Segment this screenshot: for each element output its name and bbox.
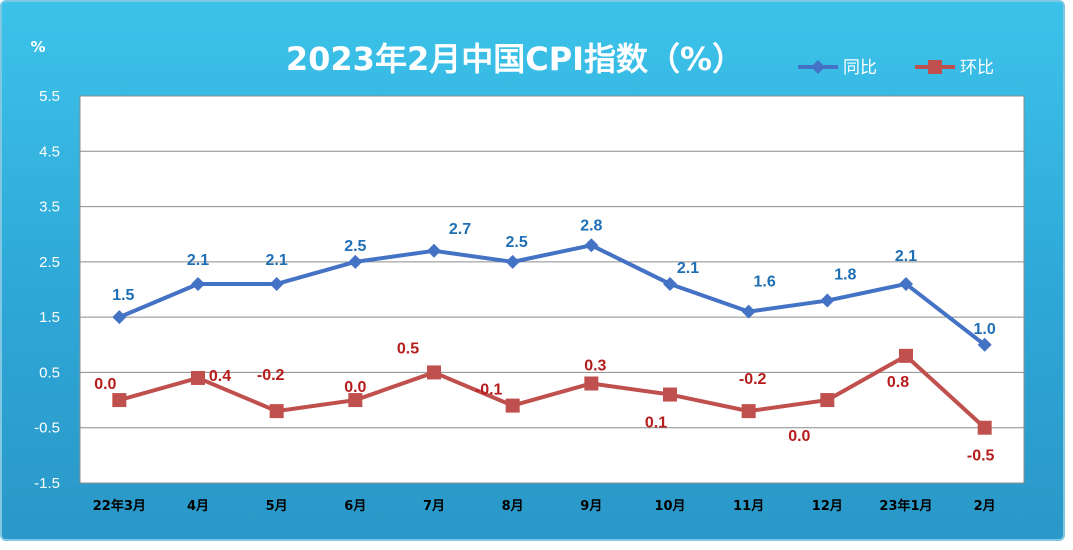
x-tick-label: 11月	[733, 499, 764, 514]
data-label-mom: 0.1	[645, 415, 667, 432]
data-label-mom: 0.0	[788, 428, 810, 445]
data-label-mom: 0.0	[344, 379, 366, 396]
data-point-yoy[interactable]	[977, 337, 992, 352]
data-label-yoy: 2.5	[344, 238, 366, 255]
data-labels-group: 1.5 2.1 2.1 2.5 2.7 2.5 2.8 2.1 1.6 1.8 2.1 1.0 0.0 0…	[94, 217, 996, 464]
data-point-yoy[interactable]	[427, 243, 441, 258]
data-point-mom[interactable]	[191, 370, 205, 385]
legend-label-mom: 环比	[960, 58, 994, 78]
data-label-mom: -0.5	[967, 448, 995, 465]
data-label-mom: -0.1	[475, 382, 503, 399]
y-tick-label: -0.5	[34, 420, 60, 437]
x-tick-label: 10月	[654, 499, 685, 514]
data-label-yoy: 2.7	[449, 221, 471, 238]
data-point-mom[interactable]	[820, 393, 835, 408]
data-label-mom: 0.0	[94, 376, 116, 393]
legend: 同比 环比	[798, 58, 994, 78]
data-label-mom: -0.2	[257, 367, 285, 384]
x-tick-label: 23年1月	[879, 498, 932, 514]
y-axis-unit: %	[30, 38, 45, 56]
y-tick-label: 3.5	[39, 199, 60, 216]
x-tick-label: 12月	[812, 499, 843, 514]
data-label-yoy: 1.0	[974, 321, 996, 338]
plot-area	[79, 95, 1025, 484]
legend-item-yoy[interactable]: 同比	[798, 58, 877, 78]
y-tick-label: 0.5	[39, 364, 60, 381]
data-label-yoy: 1.5	[112, 287, 134, 304]
y-tick-label: 5.5	[39, 88, 60, 105]
x-tick-label: 8月	[502, 499, 524, 514]
x-tick-label: 7月	[423, 499, 445, 514]
data-point-yoy[interactable]	[348, 254, 363, 269]
data-point-mom[interactable]	[741, 404, 756, 419]
data-point-mom[interactable]	[427, 365, 441, 380]
x-tick-label: 6月	[344, 499, 366, 514]
data-point-yoy[interactable]	[112, 310, 127, 325]
data-point-mom[interactable]	[112, 393, 127, 408]
data-label-yoy: 2.1	[895, 248, 917, 265]
data-point-yoy[interactable]	[663, 276, 677, 291]
data-point-yoy[interactable]	[899, 276, 913, 291]
data-label-yoy: 1.6	[754, 274, 776, 291]
data-label-yoy: 2.5	[506, 234, 528, 251]
x-tick-label: 2月	[974, 499, 996, 514]
x-axis-ticks: 22年3月 4月 5月 6月 7月 8月 9月 10月 11月 12月 23年1月 2月	[93, 498, 996, 514]
x-tick-label: 4月	[187, 499, 209, 514]
y-tick-label: 1.5	[39, 309, 60, 326]
data-label-yoy: 2.1	[677, 260, 699, 277]
data-label-mom: 0.8	[887, 374, 909, 391]
plot-background	[79, 95, 1025, 484]
series-line-yoy	[118, 243, 986, 347]
data-label-mom: 0.3	[584, 357, 606, 374]
data-point-yoy[interactable]	[505, 254, 520, 269]
data-point-yoy[interactable]	[584, 238, 599, 253]
x-tick-label: 22年3月	[93, 498, 146, 514]
y-tick-label: 2.5	[39, 254, 60, 271]
chart-title: 2023年2月中国CPI指数（%）	[286, 40, 744, 78]
data-label-yoy: 2.1	[266, 252, 288, 269]
legend-label-yoy: 同比	[843, 58, 877, 78]
data-point-yoy[interactable]	[741, 304, 756, 319]
data-label-yoy: 2.8	[580, 217, 602, 234]
y-tick-label: -1.5	[34, 475, 60, 492]
legend-square-icon	[928, 60, 942, 74]
y-tick-label: 4.5	[39, 143, 60, 160]
data-label-mom: -0.2	[739, 371, 767, 388]
legend-item-mom[interactable]: 环比	[915, 58, 994, 78]
data-point-mom[interactable]	[663, 387, 677, 402]
data-point-mom[interactable]	[348, 393, 363, 408]
data-point-mom[interactable]	[977, 420, 992, 435]
data-label-mom: 0.4	[209, 368, 231, 385]
data-point-yoy[interactable]	[191, 276, 205, 291]
data-point-yoy[interactable]	[269, 276, 284, 291]
gridlines	[80, 95, 1024, 484]
data-point-mom[interactable]	[505, 398, 520, 413]
data-point-mom[interactable]	[269, 404, 284, 419]
y-axis-ticks: 5.5 4.5 3.5 2.5 1.5 0.5 -0.5 -1.5	[34, 88, 60, 492]
x-tick-label: 9月	[580, 499, 602, 514]
data-label-yoy: 2.1	[187, 252, 209, 269]
data-point-yoy[interactable]	[820, 293, 835, 308]
series-group	[112, 238, 992, 435]
data-label-mom: 0.5	[397, 340, 419, 357]
x-tick-label: 5月	[266, 499, 288, 514]
data-label-yoy: 1.8	[834, 267, 856, 284]
data-point-mom[interactable]	[584, 376, 599, 391]
data-point-mom[interactable]	[899, 348, 913, 363]
legend-diamond-icon	[811, 60, 825, 74]
series-line-mom	[118, 353, 987, 430]
